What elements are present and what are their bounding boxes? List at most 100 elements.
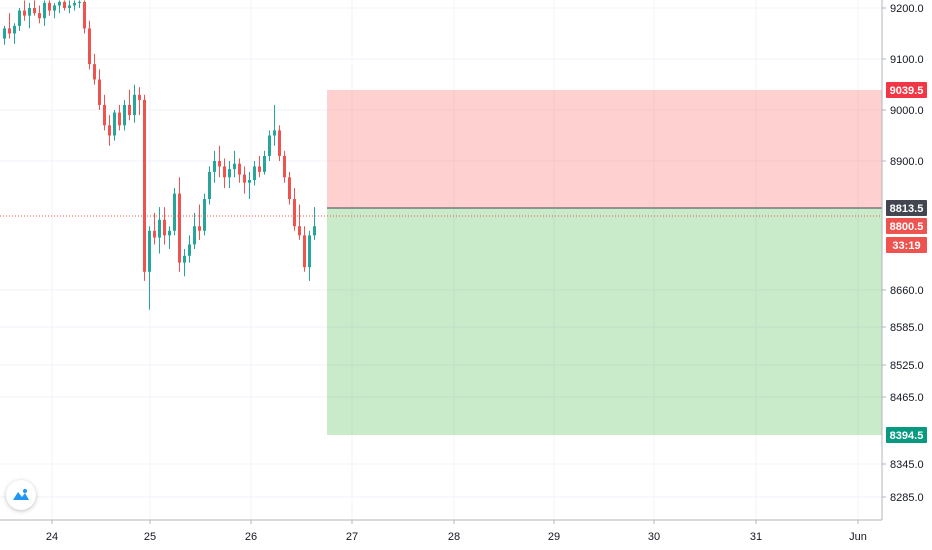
candle-5 [28,2,31,29]
time-tick-label: 29 [548,531,560,543]
candle-body [128,104,131,116]
candle-body [283,155,286,178]
take-profit-tag-label: 8394.5 [890,430,924,442]
take-profit-tag: 8394.5 [886,427,927,443]
candle-body [93,64,96,80]
candle-body [248,180,251,183]
entry-price-tag-label: 8813.5 [890,203,924,215]
candle-body [43,2,46,19]
candle-2 [13,23,16,44]
candle-body [178,193,181,263]
stop-loss-tag-bg [886,82,927,98]
candle-body [58,1,61,6]
price-tick-label: 8585.0 [890,322,924,334]
candle-8 [43,0,46,26]
candle-38 [193,212,196,250]
candle-body [263,155,266,172]
take-profit-zone [327,208,882,435]
candle-52 [263,150,266,175]
candle-29 [148,226,151,310]
long-position-tool[interactable] [327,90,882,435]
candle-58 [293,188,296,231]
time-axis-bg [0,520,882,550]
candle-body [103,104,106,126]
candle-body [133,94,136,116]
candle-body [253,166,256,181]
candle-body [243,174,246,183]
candle-body [268,135,271,156]
candle-body [288,177,291,200]
candle-9 [48,0,51,16]
candle-36 [183,249,186,277]
candle-body [193,226,196,245]
candle-44 [223,158,226,189]
candle-3 [18,8,21,31]
current-price-tag-bg [886,218,927,234]
candle-17 [88,20,91,70]
candle-62 [313,207,316,240]
price-tick-label: 8900.0 [890,156,924,168]
current-price-tag: 8800.5 [886,218,927,234]
entry-price-tag-bg [886,200,927,216]
candle-body [203,199,206,231]
candle-24 [123,99,126,131]
candle-33 [168,226,171,250]
candle-35 [178,177,181,272]
current-price-tag-label: 8800.5 [890,221,924,233]
candle-30 [153,212,156,245]
candle-61 [308,230,311,281]
candle-body [68,5,71,8]
candle-23 [118,104,121,131]
candle-body [18,10,21,26]
candle-16 [83,0,86,34]
take-profit-tag-bg [886,427,927,443]
candle-body [48,2,51,11]
candle-59 [298,204,301,240]
time-tick-label: Jun [849,531,867,543]
stop-loss-tag: 9039.5 [886,82,927,98]
candle-body [303,235,306,268]
candle-body [218,161,221,167]
candle-1 [8,13,11,39]
candle-body [298,226,301,236]
candle-25 [128,89,131,121]
candle-6 [33,0,36,16]
candle-43 [218,145,221,178]
candle-54 [273,104,276,146]
candle-47 [238,158,241,183]
candle-body [158,219,161,238]
candle-41 [208,166,211,205]
candle-body [98,79,101,105]
candle-60 [303,226,306,272]
candle-11 [58,0,61,14]
candle-body [278,130,281,156]
candle-body [23,10,26,16]
candlestick-series [3,0,316,310]
candle-53 [268,130,271,161]
time-tick-label: 26 [245,531,257,543]
candle-50 [253,161,256,186]
candle-40 [203,193,206,236]
candle-body [168,230,171,236]
candle-14 [73,0,76,11]
candle-body [153,230,156,238]
candle-body [88,28,91,65]
time-tick-label: 27 [346,531,358,543]
time-axis[interactable]: 24 25 26 27 28 29 30 31 Jun [0,519,882,550]
candle-body [8,28,11,34]
candle-body [123,104,126,126]
candle-body [38,13,41,19]
candle-body [108,125,111,136]
time-tick-label: 30 [648,531,660,543]
time-tick-label: 24 [46,531,58,543]
tradingview-logo-icon[interactable] [6,480,36,510]
candle-55 [278,125,281,161]
candle-51 [258,155,261,178]
price-tick-label: 8660.0 [890,285,924,297]
candle-46 [233,150,236,178]
candle-12 [63,0,66,11]
candle-15 [78,0,81,8]
candle-body [13,25,16,34]
candle-56 [283,150,286,183]
